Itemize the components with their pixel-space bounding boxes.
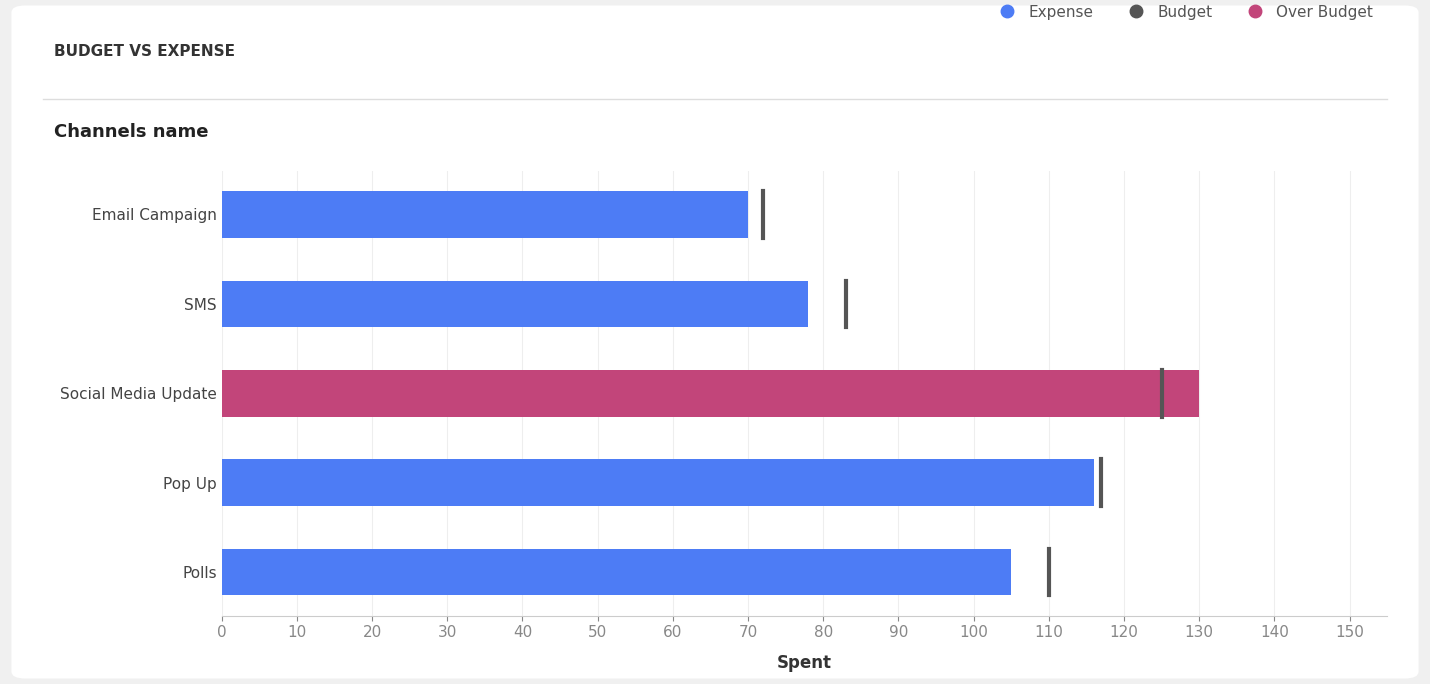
- Bar: [222, 192, 748, 238]
- Bar: [222, 460, 1094, 506]
- Bar: [222, 280, 808, 327]
- Text: BUDGET VS EXPENSE: BUDGET VS EXPENSE: [54, 44, 236, 60]
- Bar: [222, 549, 1011, 595]
- X-axis label: Spent: Spent: [776, 654, 832, 672]
- Bar: [222, 370, 1200, 417]
- Legend: Expense, Budget, Over Budget: Expense, Budget, Over Budget: [985, 0, 1380, 26]
- Text: Channels name: Channels name: [54, 123, 209, 141]
